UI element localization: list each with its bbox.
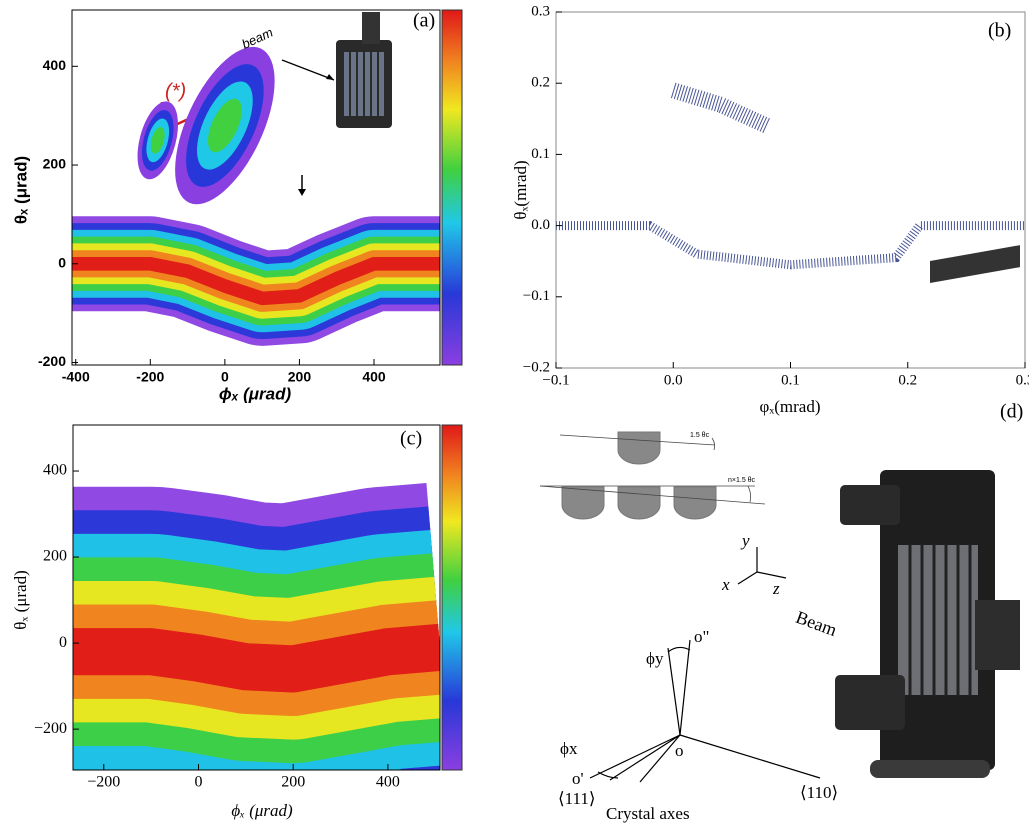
x-tick-label: -200 (136, 369, 164, 385)
x-tick-label: 0 (194, 774, 202, 791)
direction-label: ⟨111⟩ (558, 789, 596, 808)
y-tick-label: −0.2 (523, 359, 550, 375)
density-band (73, 623, 440, 693)
scatter-cloud (670, 82, 771, 134)
axis-triad (589, 547, 821, 783)
plot-frame (71, 9, 441, 366)
y-tick-label: 200 (43, 156, 67, 172)
panel-label: (a) (413, 10, 435, 32)
y-axis-label: θₓ (μrad) (11, 156, 30, 224)
y-tick-label: −200 (34, 720, 67, 737)
crystal-photo (835, 245, 1020, 778)
panel-label: (b) (988, 20, 1011, 42)
y-tick-label: 400 (43, 57, 67, 73)
x-tick-label: 0.2 (898, 372, 917, 388)
angle-label: ϕx (560, 739, 578, 758)
colorbar (441, 9, 463, 366)
x-tick-label: 200 (288, 369, 312, 385)
x-axis-label: ϕₓ (μrad) (219, 384, 292, 403)
axis-label: o' (572, 769, 584, 788)
x-axis-label: ϕₓ (μrad) (231, 801, 293, 820)
x-tick-label: 200 (281, 774, 305, 791)
y-tick-label: 200 (43, 548, 67, 565)
y-tick-label: −0.1 (523, 288, 550, 304)
y-tick-label: 0.1 (531, 146, 550, 162)
axis-label: o (675, 741, 684, 760)
x-tick-label: −0.1 (542, 372, 569, 388)
colorbar (441, 424, 463, 771)
y-tick-label: 0.2 (531, 75, 550, 91)
angle-label: n×1.5 θc (728, 477, 756, 484)
channel-sketch (539, 431, 766, 520)
y-tick-label: 0 (59, 634, 67, 651)
x-tick-label: 0 (221, 369, 229, 385)
plot-area (73, 482, 440, 770)
density-lobe (207, 98, 242, 153)
panel-label: (d) (1000, 401, 1023, 423)
direction-label: ⟨110⟩ (800, 783, 838, 802)
x-tick-label: 0.1 (781, 372, 800, 388)
y-tick-label: 400 (43, 462, 67, 479)
axis-label: y (740, 531, 750, 550)
x-tick-label: 0.3 (1016, 372, 1029, 388)
angle-label: 1.5 θc (690, 432, 710, 439)
x-tick-label: 400 (376, 774, 400, 791)
x-tick-label: -400 (62, 369, 90, 385)
x-tick-label: −200 (87, 774, 120, 791)
panel-label: (c) (400, 428, 422, 450)
crystal-inset (281, 12, 392, 128)
annotation: (*) (165, 80, 186, 102)
plot-frame (72, 424, 441, 771)
y-tick-label: 0 (58, 254, 66, 270)
x-tick-label: 400 (362, 369, 386, 385)
plot-frame (555, 11, 1026, 369)
density-band (72, 256, 440, 306)
beam-label: Beam (793, 607, 839, 640)
caption: Crystal axes (606, 804, 690, 823)
y-tick-label: -200 (38, 353, 66, 369)
axis-label: o" (694, 627, 709, 646)
x-axis-label: φₓ(mrad) (760, 397, 821, 416)
scatter-cloud (556, 221, 1025, 270)
plot-area (556, 82, 1025, 270)
y-tick-label: 0.0 (531, 217, 550, 233)
density-lobe (150, 127, 165, 154)
axis-label: x (721, 575, 730, 594)
axis-label: z (772, 579, 780, 598)
y-axis-label: θₓ(mrad) (511, 160, 530, 219)
plot-area (72, 46, 440, 346)
y-axis-label: θₓ (μrad) (11, 570, 30, 629)
angle-label: ϕy (646, 649, 664, 668)
y-tick-label: 0.3 (531, 3, 550, 19)
x-tick-label: 0.0 (664, 372, 683, 388)
